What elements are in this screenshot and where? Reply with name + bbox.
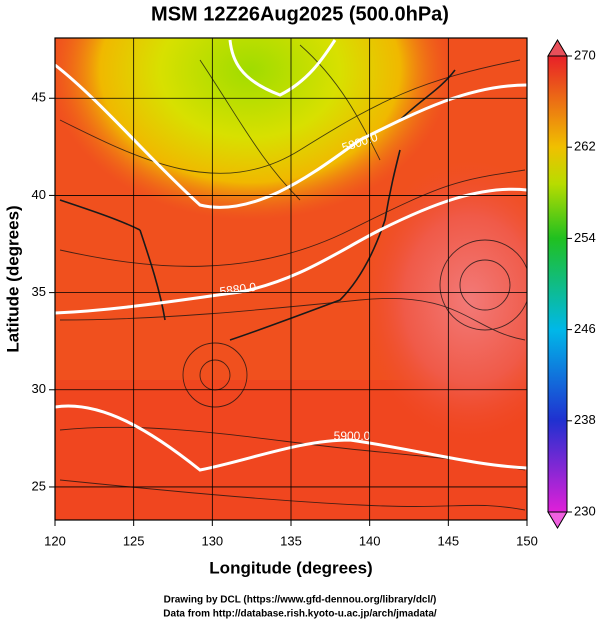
colorbar-tick-label: 254: [574, 230, 596, 245]
y-tick-label: 40: [32, 187, 46, 202]
colorbar-tick-label: 262: [574, 139, 596, 154]
x-tick-label: 135: [280, 533, 302, 548]
colorbar: [547, 55, 568, 513]
y-axis-label: Latitude (degrees): [3, 205, 22, 352]
footer-line: Data from http://database.rish.kyoto-u.a…: [163, 609, 437, 620]
colorbar-tick-label: 270: [574, 47, 596, 62]
contour-label: 5900.0: [334, 429, 371, 443]
colorbar-tick-label: 230: [574, 503, 596, 518]
warm-region: [360, 160, 527, 440]
colorbar-min-arrow: [547, 511, 568, 529]
x-axis-label: Longitude (degrees): [209, 558, 372, 577]
x-tick-label: 130: [201, 533, 223, 548]
streamlines: [59, 44, 527, 511]
cold-region: [55, 38, 450, 220]
footer-line: Drawing by DCL (https://www.gfd-dennou.o…: [164, 595, 437, 606]
y-tick-label: 35: [32, 284, 46, 299]
x-tick-label: 140: [359, 533, 381, 548]
y-tick-label: 30: [32, 381, 46, 396]
colorbar-max-arrow: [547, 39, 568, 57]
y-tick-label: 25: [32, 478, 46, 493]
contours: [55, 39, 527, 472]
y-tick-label: 45: [32, 90, 46, 105]
contour-label: 5880.0: [219, 280, 258, 299]
x-tick-label: 145: [437, 533, 459, 548]
field: 5800.0 5880.0 5900.0: [55, 38, 527, 520]
colorbar-tick-label: 238: [574, 412, 596, 427]
x-tick-label: 125: [123, 533, 145, 548]
x-tick-label: 150: [516, 533, 538, 548]
colorbar-tick-label: 246: [574, 321, 596, 336]
title: MSM 12Z26Aug2025 (500.0hPa): [151, 3, 449, 25]
x-tick-label: 120: [44, 533, 66, 548]
